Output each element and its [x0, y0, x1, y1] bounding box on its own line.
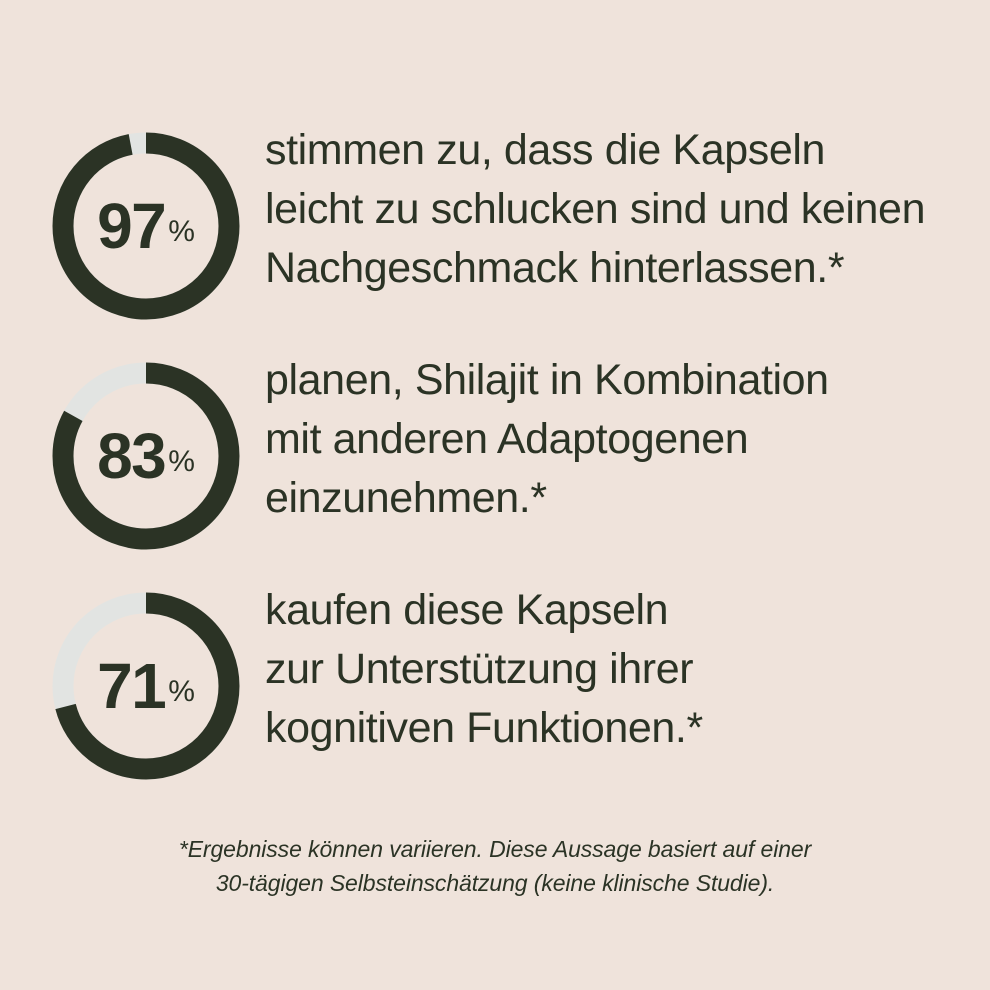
stat-line: mit anderen Adaptogenen	[265, 415, 749, 463]
donut-chart-icon	[52, 132, 240, 320]
stat-line: leicht zu schlucken sind und keinen	[265, 185, 926, 233]
gauge-progress-arc	[52, 362, 240, 550]
stat-statement: planen, Shilajit in Kombination mit ande…	[265, 351, 829, 528]
stat-row: 83 % planen, Shilajit in Kombination mit…	[0, 345, 990, 575]
donut-gauge-83: 83 %	[51, 361, 241, 551]
stat-line: kaufen diese Kapseln	[265, 586, 669, 634]
donut-chart-icon	[52, 592, 240, 780]
donut-gauge-97: 97 %	[51, 131, 241, 321]
donut-gauge-71: 71 %	[51, 591, 241, 781]
stat-row: 71 % kaufen diese Kapseln zur Unterstütz…	[0, 575, 990, 805]
footnote-line: 30-tägigen Selbsteinschätzung (keine kli…	[215, 870, 775, 896]
gauge-progress-arc	[52, 132, 240, 320]
stat-line: einzunehmen.*	[265, 474, 547, 522]
stat-statement: stimmen zu, dass die Kapseln leicht zu s…	[265, 121, 925, 298]
stat-line: zur Unterstützung ihrer	[265, 645, 694, 693]
stat-line: planen, Shilajit in Kombination	[265, 356, 829, 404]
stat-line: stimmen zu, dass die Kapseln	[265, 126, 826, 174]
stat-statement: kaufen diese Kapseln zur Unterstützung i…	[265, 581, 703, 758]
footnote-disclaimer: *Ergebnisse können variieren. Diese Auss…	[0, 832, 990, 900]
gauge-progress-arc	[52, 592, 240, 780]
footnote-line: *Ergebnisse können variieren. Diese Auss…	[178, 836, 812, 862]
stat-row: 97 % stimmen zu, dass die Kapseln leicht…	[0, 115, 990, 345]
stat-line: Nachgeschmack hinterlassen.*	[265, 244, 845, 292]
stat-line: kognitiven Funktionen.*	[265, 704, 703, 752]
donut-chart-icon	[52, 362, 240, 550]
